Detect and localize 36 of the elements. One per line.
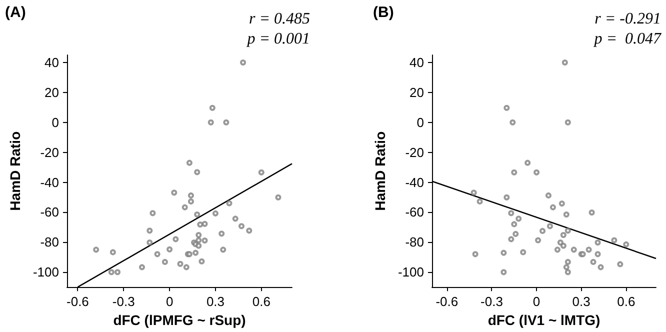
- chart-title: (A): [5, 4, 26, 21]
- y-tick-label: -80: [405, 234, 424, 250]
- y-tick-label: 0: [416, 114, 424, 130]
- chart-title: (B): [373, 4, 394, 21]
- x-tick-label: 0: [532, 294, 540, 310]
- y-tick-label: -60: [405, 204, 424, 220]
- x-tick-label: 0.3: [572, 294, 590, 310]
- y-tick-label: -20: [40, 144, 59, 160]
- text: p = 0.047: [593, 30, 662, 48]
- x-tick-label: -0.6: [436, 294, 458, 310]
- x-axis-title: dFC (lV1 ~ lMTG): [488, 312, 600, 328]
- y-tick-label: 0: [52, 114, 59, 130]
- y-axis-title: HamD Ratio: [7, 131, 24, 211]
- y-tick-label: -60: [40, 204, 59, 220]
- text: p = 0.001: [246, 30, 310, 48]
- x-tick-label: -0.3: [112, 294, 135, 310]
- y-tick-label: -40: [40, 174, 59, 190]
- x-tick-label: -0.6: [66, 294, 89, 310]
- y-tick-label: -20: [405, 144, 424, 160]
- x-tick-label: 0.6: [252, 294, 270, 310]
- y-tick-label: 40: [44, 54, 59, 70]
- y-tick-label: -40: [405, 174, 424, 190]
- text: r = 0.485: [248, 10, 310, 28]
- y-tick-label: -80: [40, 234, 59, 250]
- y-tick-label: -100: [398, 264, 424, 280]
- x-axis-title: dFC (lPMFG ~ rSup): [113, 312, 246, 328]
- y-tick-label: -100: [32, 264, 59, 280]
- y-tick-label: 20: [44, 84, 59, 100]
- x-tick-label: -0.3: [480, 294, 503, 310]
- y-tick-label: 40: [410, 54, 424, 70]
- text: r = -0.291: [594, 10, 661, 28]
- y-tick-label: 20: [410, 84, 424, 100]
- x-tick-label: 0.6: [617, 294, 636, 310]
- x-tick-label: 0.3: [206, 294, 225, 310]
- x-tick-label: 0: [166, 294, 174, 310]
- y-axis-title: HamD Ratio: [372, 131, 388, 211]
